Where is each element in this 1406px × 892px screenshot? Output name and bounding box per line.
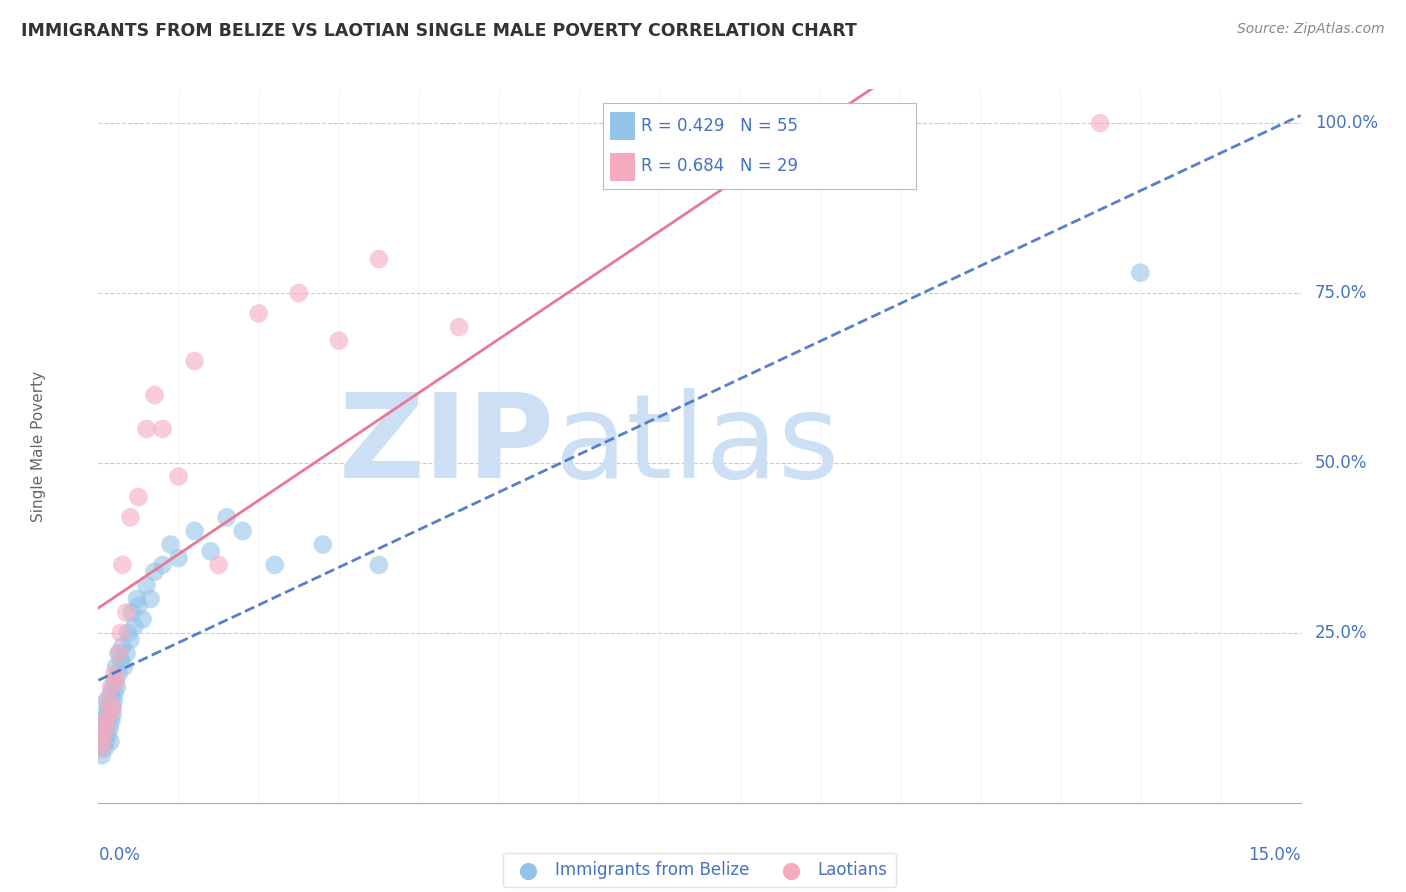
Point xyxy=(247,306,270,320)
Point xyxy=(159,537,181,551)
Legend: Immigrants from Belize, Laotians: Immigrants from Belize, Laotians xyxy=(503,853,896,888)
Text: ZIP: ZIP xyxy=(339,389,555,503)
Point xyxy=(131,612,153,626)
Point xyxy=(91,734,114,748)
Point xyxy=(91,721,114,735)
Point xyxy=(139,591,162,606)
Point xyxy=(103,673,125,688)
Point xyxy=(103,687,125,701)
Point xyxy=(447,320,470,334)
Text: Single Male Poverty: Single Male Poverty xyxy=(31,370,46,522)
Text: 0.0%: 0.0% xyxy=(98,846,141,863)
Point xyxy=(312,537,335,551)
Point xyxy=(105,673,128,688)
Point xyxy=(263,558,285,572)
Point xyxy=(93,728,115,742)
Text: 50.0%: 50.0% xyxy=(1315,454,1368,472)
Point xyxy=(98,721,121,735)
Point xyxy=(107,666,129,681)
Point xyxy=(96,694,118,708)
Point xyxy=(101,700,124,714)
Point xyxy=(135,422,157,436)
Point xyxy=(215,510,238,524)
Point xyxy=(94,707,117,722)
Text: 25.0%: 25.0% xyxy=(1315,624,1368,642)
Point xyxy=(90,728,112,742)
Text: atlas: atlas xyxy=(555,389,841,503)
Point xyxy=(328,334,350,348)
Point xyxy=(100,734,122,748)
Point xyxy=(167,469,190,483)
Point xyxy=(143,565,166,579)
Point xyxy=(103,694,125,708)
Point xyxy=(97,728,120,742)
Point xyxy=(97,707,120,722)
Point xyxy=(183,524,205,538)
Point xyxy=(91,734,114,748)
Point xyxy=(101,700,124,714)
Point xyxy=(1129,266,1152,280)
Point xyxy=(111,640,134,654)
Point xyxy=(167,551,190,566)
Point xyxy=(89,741,111,756)
Point xyxy=(128,599,150,613)
Point xyxy=(120,632,142,647)
Point xyxy=(152,422,174,436)
Text: 75.0%: 75.0% xyxy=(1315,284,1368,302)
Point xyxy=(100,714,122,729)
Point xyxy=(96,721,118,735)
Point xyxy=(128,490,150,504)
Point xyxy=(117,626,139,640)
Point xyxy=(200,544,222,558)
Point xyxy=(125,591,148,606)
Point xyxy=(94,741,117,756)
Point xyxy=(368,252,391,266)
Point xyxy=(120,510,142,524)
Point xyxy=(121,606,143,620)
Point xyxy=(97,694,120,708)
Point xyxy=(107,646,129,660)
Point xyxy=(208,558,231,572)
Point xyxy=(124,619,146,633)
Point xyxy=(100,687,122,701)
Point xyxy=(152,558,174,572)
Point xyxy=(111,558,134,572)
Text: IMMIGRANTS FROM BELIZE VS LAOTIAN SINGLE MALE POVERTY CORRELATION CHART: IMMIGRANTS FROM BELIZE VS LAOTIAN SINGLE… xyxy=(21,22,858,40)
Point xyxy=(232,524,254,538)
Point xyxy=(112,660,135,674)
Point xyxy=(96,721,118,735)
Point xyxy=(101,680,124,694)
Point xyxy=(115,606,138,620)
Text: Source: ZipAtlas.com: Source: ZipAtlas.com xyxy=(1237,22,1385,37)
Text: 15.0%: 15.0% xyxy=(1249,846,1301,863)
Point xyxy=(96,714,118,729)
Point xyxy=(368,558,391,572)
Point xyxy=(105,660,128,674)
Point xyxy=(110,626,132,640)
Point xyxy=(135,578,157,592)
Point xyxy=(94,734,117,748)
Point xyxy=(1088,116,1111,130)
Point xyxy=(98,707,121,722)
Point xyxy=(287,286,309,301)
Point xyxy=(94,714,117,729)
Point xyxy=(108,646,131,660)
Point xyxy=(97,700,120,714)
Point xyxy=(143,388,166,402)
Point xyxy=(89,741,111,756)
Point xyxy=(90,728,112,742)
Text: 100.0%: 100.0% xyxy=(1315,114,1378,132)
Point xyxy=(105,680,128,694)
Point xyxy=(91,714,114,729)
Point xyxy=(183,354,205,368)
Point xyxy=(115,646,138,660)
Point xyxy=(101,707,124,722)
Point xyxy=(110,653,132,667)
Point xyxy=(100,680,122,694)
Point xyxy=(103,666,125,681)
Point xyxy=(90,748,112,763)
